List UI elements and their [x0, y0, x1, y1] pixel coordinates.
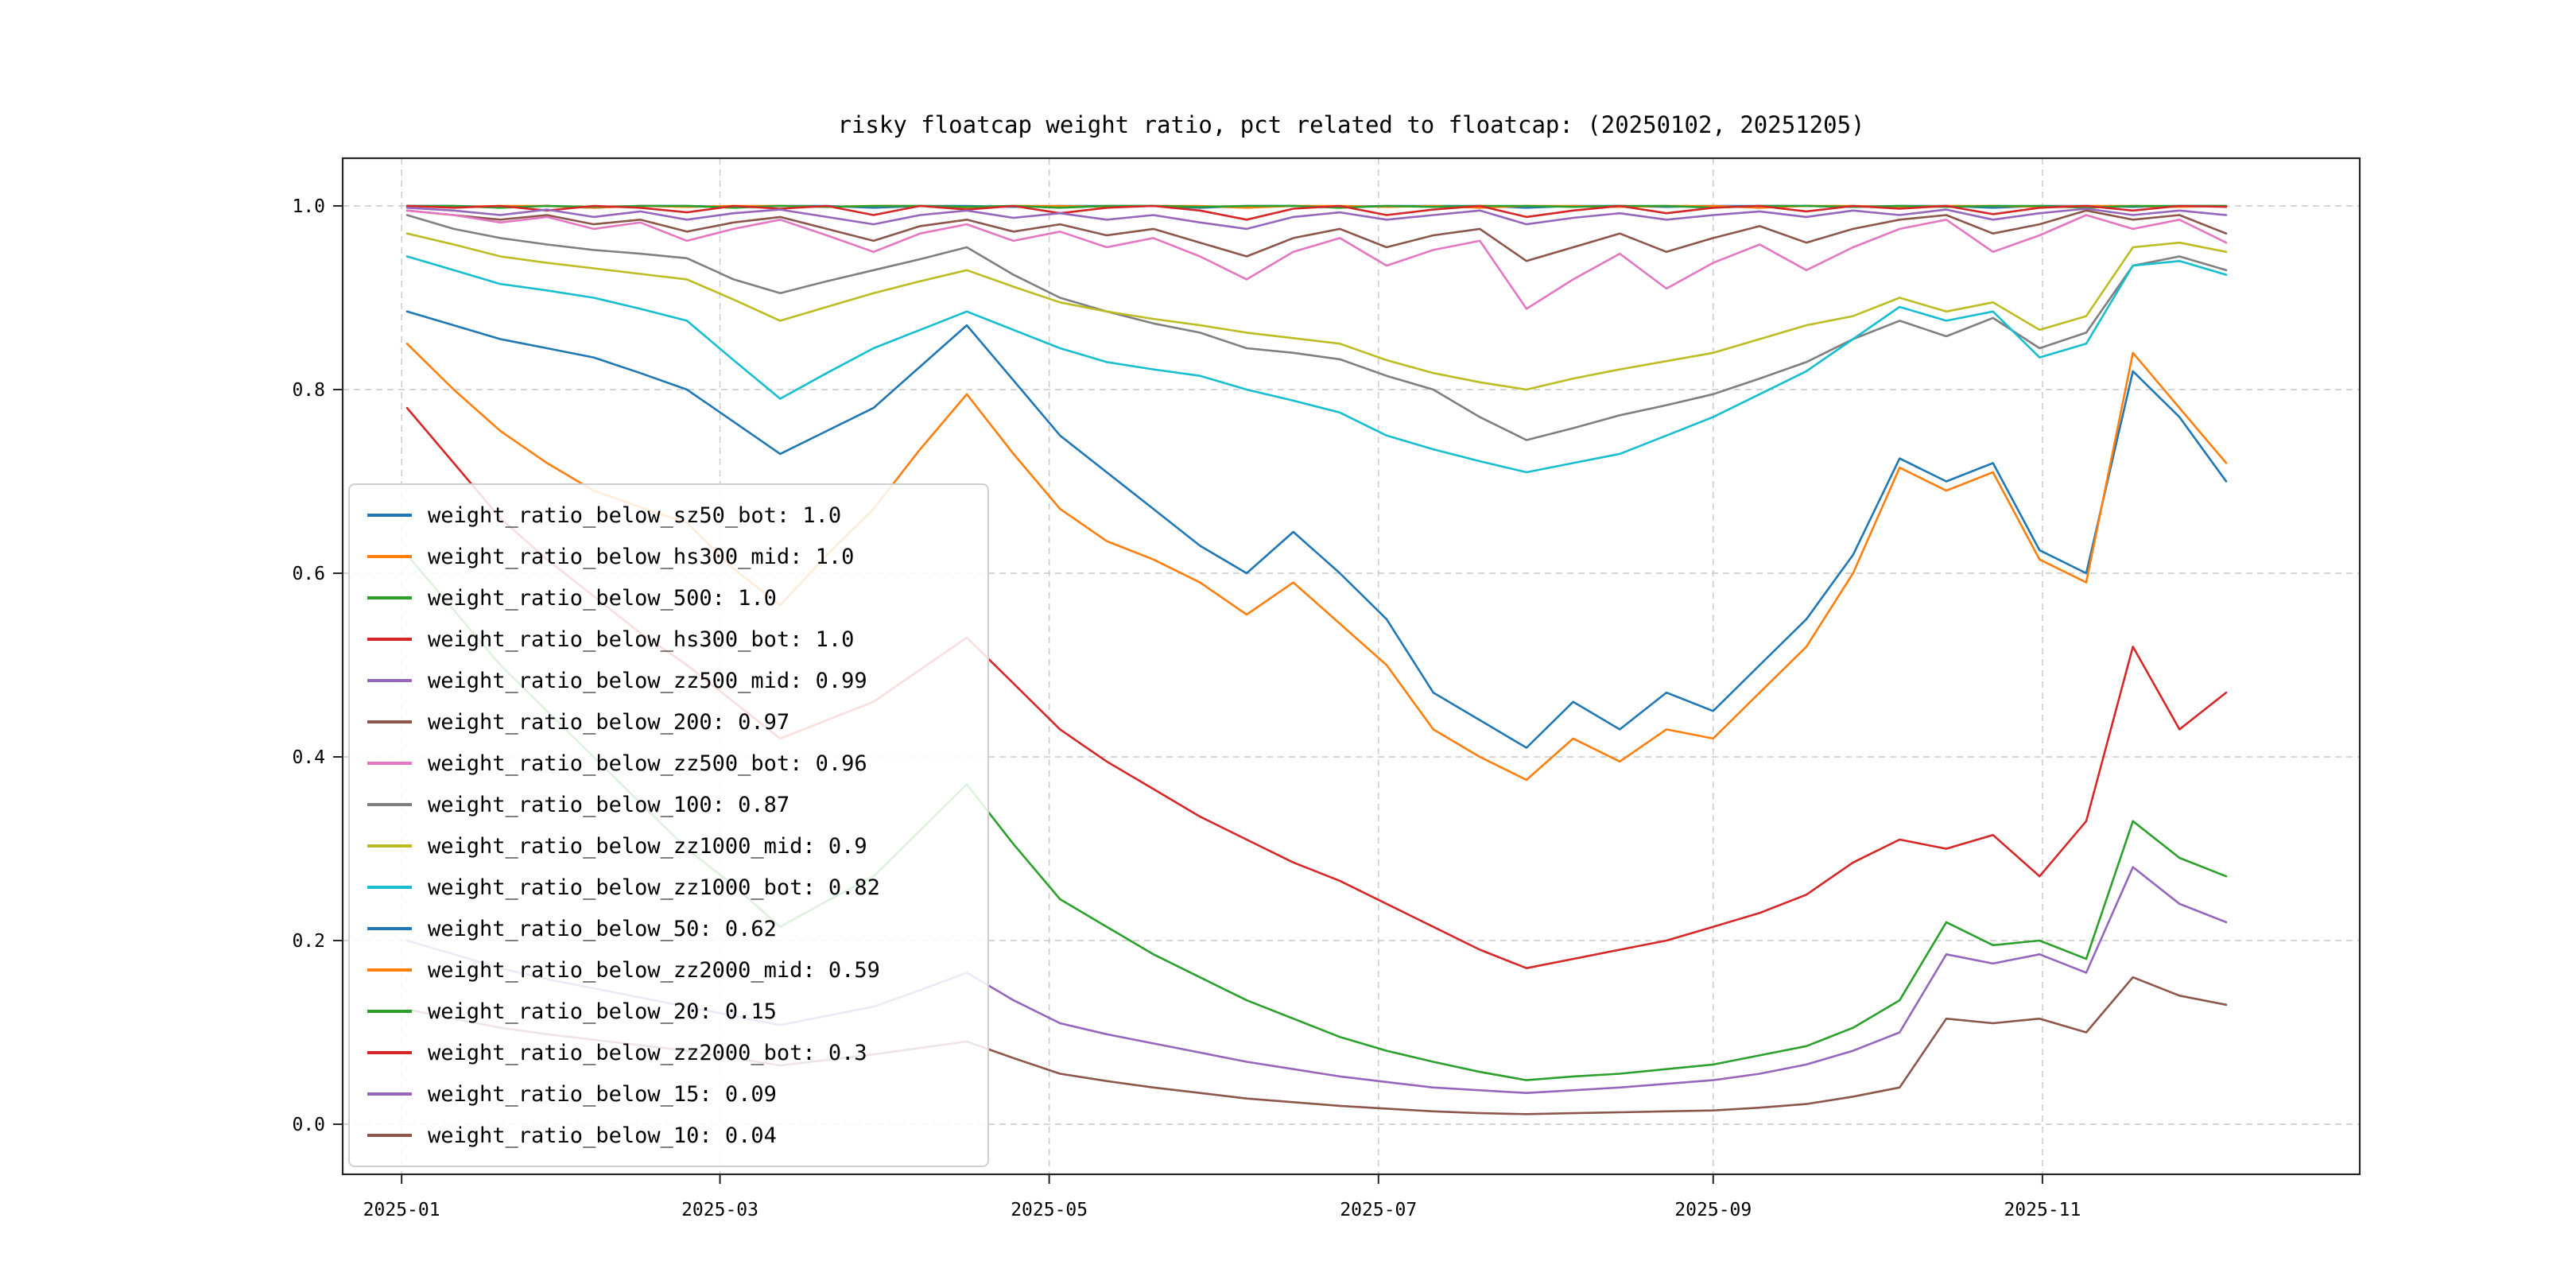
legend-line-swatch — [367, 927, 412, 930]
y-tick-label: 0.6 — [292, 564, 325, 584]
legend-item-label: weight_ratio_below_zz1000_mid: 0.9 — [428, 833, 867, 859]
legend-item-label: weight_ratio_below_500: 1.0 — [428, 585, 777, 611]
x-tick-label: 2025-07 — [1340, 1200, 1417, 1220]
x-tick-label: 2025-09 — [1674, 1200, 1752, 1220]
legend-item-label: weight_ratio_below_zz2000_mid: 0.59 — [428, 957, 880, 983]
legend-line-swatch — [367, 1092, 412, 1096]
series-line-weight_ratio_below_200 — [405, 209, 2228, 262]
x-tick-label: 2025-01 — [363, 1200, 440, 1220]
legend-line-swatch — [367, 803, 412, 806]
legend-item-label: weight_ratio_below_15: 0.09 — [428, 1081, 777, 1107]
legend-line-swatch — [367, 638, 412, 641]
y-tick-label: 0.2 — [292, 931, 325, 952]
legend-item: weight_ratio_below_100: 0.87 — [367, 784, 970, 825]
legend-line-swatch — [367, 886, 412, 889]
x-tick-label: 2025-11 — [2004, 1200, 2081, 1220]
series-line-weight_ratio_below_zz1000_mid — [405, 232, 2228, 391]
y-tick-label: 1.0 — [292, 196, 325, 217]
legend-item: weight_ratio_below_50: 0.62 — [367, 908, 970, 949]
axes-spines — [341, 157, 2361, 1176]
legend-item-label: weight_ratio_below_50: 0.62 — [428, 916, 777, 941]
legend-item-label: weight_ratio_below_zz2000_bot: 0.3 — [428, 1040, 867, 1065]
y-tick-label: 0.0 — [292, 1115, 325, 1135]
series-line-weight_ratio_below_50 — [405, 310, 2228, 749]
legend-item: weight_ratio_below_20: 0.15 — [367, 991, 970, 1032]
legend-item-label: weight_ratio_below_100: 0.87 — [428, 792, 790, 817]
legend-line-swatch — [367, 1051, 412, 1054]
legend-item-label: weight_ratio_below_hs300_mid: 1.0 — [428, 544, 855, 569]
legend-item: weight_ratio_below_zz2000_mid: 0.59 — [367, 949, 970, 991]
legend-item: weight_ratio_below_zz1000_bot: 0.82 — [367, 867, 970, 908]
x-tick-label: 2025-05 — [1011, 1200, 1088, 1220]
legend-item: weight_ratio_below_zz2000_bot: 0.3 — [367, 1032, 970, 1073]
legend-item-label: weight_ratio_below_zz500_mid: 0.99 — [428, 668, 867, 693]
legend-item: weight_ratio_below_10: 0.04 — [367, 1115, 970, 1156]
legend-line-swatch — [367, 1010, 412, 1013]
legend-line-swatch — [367, 720, 412, 724]
legend-line-swatch — [367, 1134, 412, 1137]
legend-item: weight_ratio_below_hs300_mid: 1.0 — [367, 536, 970, 577]
legend-item-label: weight_ratio_below_200: 0.97 — [428, 709, 790, 735]
chart-title: risky floatcap weight ratio, pct related… — [837, 111, 1865, 138]
legend-item: weight_ratio_below_zz500_bot: 0.96 — [367, 743, 970, 784]
legend-line-swatch — [367, 844, 412, 848]
legend-line-swatch — [367, 968, 412, 972]
legend-item: weight_ratio_below_zz500_mid: 0.99 — [367, 660, 970, 701]
legend-line-swatch — [367, 762, 412, 765]
x-tick-label: 2025-03 — [681, 1200, 758, 1220]
legend-item: weight_ratio_below_sz50_bot: 1.0 — [367, 495, 970, 536]
series-line-weight_ratio_below_zz1000_bot — [405, 255, 2228, 474]
legend-item-label: weight_ratio_below_sz50_bot: 1.0 — [428, 502, 842, 528]
legend-item: weight_ratio_below_500: 1.0 — [367, 577, 970, 619]
legend-item-label: weight_ratio_below_hs300_bot: 1.0 — [428, 627, 855, 652]
series-line-weight_ratio_below_hs300_bot — [405, 204, 2228, 221]
legend-item: weight_ratio_below_zz1000_mid: 0.9 — [367, 825, 970, 867]
legend-item-label: weight_ratio_below_20: 0.15 — [428, 999, 777, 1024]
legend-item-label: weight_ratio_below_10: 0.04 — [428, 1123, 777, 1148]
legend-line-swatch — [367, 679, 412, 682]
legend-item: weight_ratio_below_200: 0.97 — [367, 701, 970, 743]
series-line-weight_ratio_below_100 — [405, 214, 2228, 441]
series-line-weight_ratio_below_zz500_bot — [405, 209, 2228, 310]
legend-line-swatch — [367, 555, 412, 558]
legend-line-swatch — [367, 596, 412, 599]
legend-item: weight_ratio_below_15: 0.09 — [367, 1073, 970, 1115]
y-tick-label: 0.4 — [292, 747, 325, 768]
legend-item: weight_ratio_below_hs300_bot: 1.0 — [367, 619, 970, 660]
legend-item-label: weight_ratio_below_zz500_bot: 0.96 — [428, 751, 867, 776]
legend-line-swatch — [367, 514, 412, 517]
legend-item-label: weight_ratio_below_zz1000_bot: 0.82 — [428, 875, 880, 900]
series-line-weight_ratio_below_zz500_mid — [405, 206, 2228, 231]
legend: weight_ratio_below_sz50_bot: 1.0 weight_r… — [348, 483, 989, 1167]
y-tick-label: 0.8 — [292, 380, 325, 401]
